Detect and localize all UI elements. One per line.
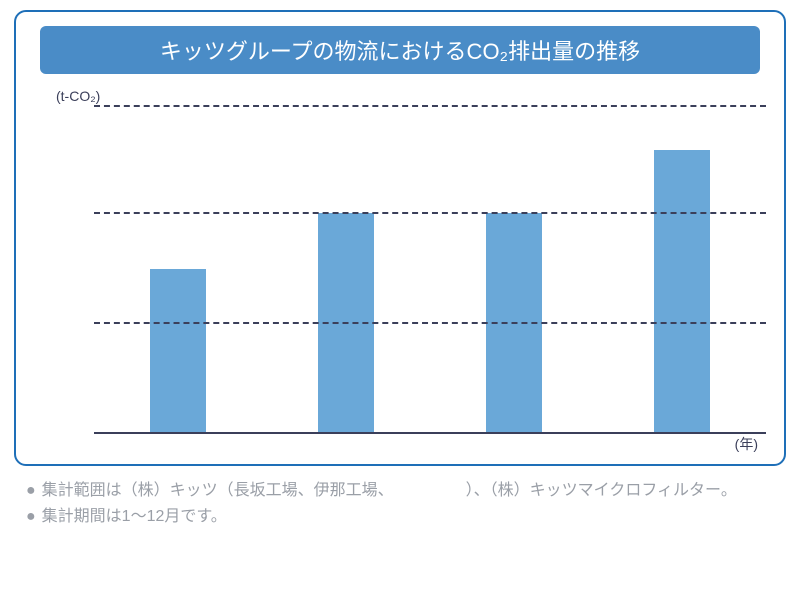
- chart-title: キッツグループの物流におけるCO₂排出量の推移: [160, 39, 640, 64]
- gridline: [94, 212, 766, 214]
- plot-wrap: [34, 104, 766, 434]
- yaxis-unit-label: (t-CO₂): [56, 88, 766, 104]
- footnote-text: 集計範囲は（株）キッツ（長坂工場、伊那工場、 ）、（株）キッツマイクロフィルター…: [42, 478, 737, 504]
- bar: [150, 269, 206, 434]
- bullet-icon: ●: [26, 504, 36, 530]
- plot-area: [94, 104, 766, 434]
- chart-title-banner: キッツグループの物流におけるCO₂排出量の推移: [40, 26, 760, 74]
- baseline: [94, 432, 766, 434]
- gridline: [94, 105, 766, 107]
- footnote-text: 集計期間は1～12月です。: [42, 504, 227, 530]
- footnote-line: ●集計期間は1～12月です。: [26, 504, 786, 530]
- bullet-icon: ●: [26, 478, 36, 504]
- bar-slot: [430, 104, 598, 434]
- yaxis: [34, 104, 94, 434]
- bar: [654, 150, 710, 434]
- footnotes: ●集計範囲は（株）キッツ（長坂工場、伊那工場、 ）、（株）キッツマイクロフィルタ…: [14, 478, 786, 529]
- bar-slot: [94, 104, 262, 434]
- xaxis-unit-label: (年): [34, 434, 766, 454]
- bar-slot: [598, 104, 766, 434]
- bar-slot: [262, 104, 430, 434]
- bars-container: [94, 104, 766, 434]
- footnote-line: ●集計範囲は（株）キッツ（長坂工場、伊那工場、 ）、（株）キッツマイクロフィルタ…: [26, 478, 786, 504]
- chart-card: キッツグループの物流におけるCO₂排出量の推移 (t-CO₂) (年): [14, 10, 786, 466]
- gridline: [94, 322, 766, 324]
